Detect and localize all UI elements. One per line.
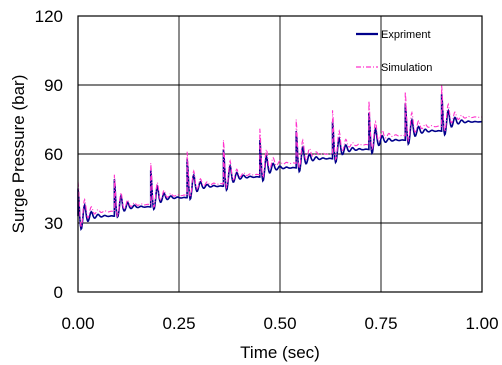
legend-label-expriment: Expriment bbox=[381, 29, 431, 41]
y-tick-label: 0 bbox=[54, 283, 63, 302]
y-tick-labels: 0 30 60 90 120 bbox=[35, 7, 63, 302]
series-line-expriment bbox=[77, 94, 482, 232]
x-axis-title: Time (sec) bbox=[240, 343, 320, 362]
y-tick-label: 120 bbox=[35, 7, 63, 26]
legend: Expriment Simulation bbox=[356, 29, 432, 74]
x-tick-label: 0.50 bbox=[263, 314, 296, 333]
series-layer bbox=[77, 84, 482, 232]
y-tick-label: 60 bbox=[44, 145, 63, 164]
x-tick-labels: 0.00 0.25 0.50 0.75 1.00 bbox=[61, 314, 498, 333]
x-tick-label: 0.75 bbox=[364, 314, 397, 333]
x-tick-label: 0.00 bbox=[61, 314, 94, 333]
legend-label-simulation: Simulation bbox=[381, 62, 432, 74]
grid bbox=[78, 16, 482, 292]
y-axis-title: Surge Pressure (bar) bbox=[9, 75, 28, 234]
y-tick-label: 90 bbox=[44, 76, 63, 95]
y-tick-label: 30 bbox=[44, 214, 63, 233]
plot-frame bbox=[77, 15, 483, 293]
x-tick-label: 0.25 bbox=[162, 314, 195, 333]
series-line-simulation bbox=[77, 84, 482, 229]
x-tick-label: 1.00 bbox=[465, 314, 498, 333]
